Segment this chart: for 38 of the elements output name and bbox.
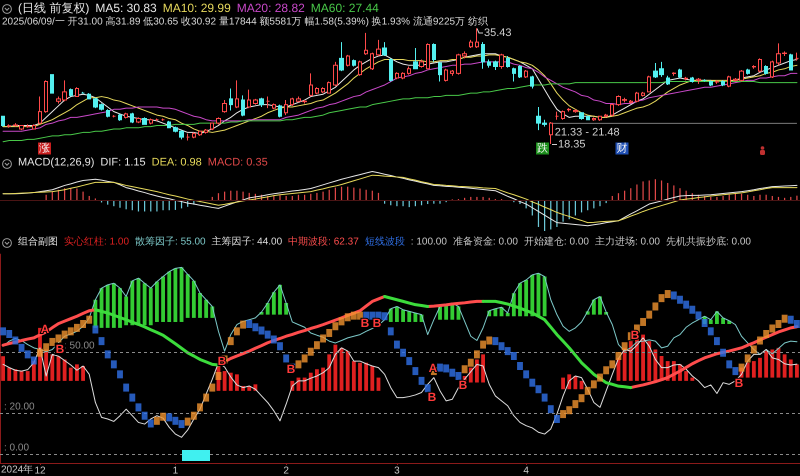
text: MA10: 29.99 [162,1,232,15]
annotation: B [428,390,437,404]
x-tick-label: 1 [172,466,179,476]
annotation: 35.43 [484,27,512,39]
annotation: B [218,354,227,368]
ref-line-label: : 20.00 [4,402,36,413]
text: MA5: 30.83 [95,1,158,15]
annotation: B [56,342,65,356]
text: 实心红柱: 1.00 [64,236,130,248]
x-tick-label: 4 [523,466,530,476]
chart-title: (日线 前复权) [18,1,90,15]
ref-line-label: : 50.00 [64,340,96,352]
band-label: 21.33 - 21.48 [554,126,620,138]
annotation: B [360,316,370,330]
annotation: B [458,378,468,392]
ref-line-label: : 0.00 [4,442,30,454]
x-tick-label: 3 [394,466,400,476]
chart-subtitle: 2025/06/09/一 开31.00 高31.89 低30.65 收30.92 量17844 额5581万 幅1.58(5.39%) 换1.93% 流通9225万 纺织 [2,16,488,28]
text: 中期波段: 62.37 [288,236,360,248]
text: 散筹因子: 55.00 [135,236,206,248]
annotation: 涨 [39,142,50,154]
text: 主力进场: 0.00 [594,236,660,248]
chart-title: 组合副图 [18,236,58,248]
text: MA20: 28.82 [236,1,306,15]
x-tick-label: 2 [283,466,290,476]
x-axis-title: 2024年 [1,464,34,476]
annotation: 跌 [537,142,548,154]
text: 先机共振抄底: 0.00 [666,236,752,248]
text: 开始建仓: 0.00 [524,236,590,248]
text: : 100.00 [410,236,448,248]
annotation: 财 [616,142,628,154]
text: MA60: 27.44 [310,1,380,15]
annotation: B [734,376,744,390]
x-tick-label: 12 [34,466,46,476]
text: 短线波段 [364,236,405,248]
text: 主筹因子: 44.00 [212,236,283,248]
annotation: 18.35 [558,138,586,150]
text: 准备资金: 0.00 [452,236,518,248]
